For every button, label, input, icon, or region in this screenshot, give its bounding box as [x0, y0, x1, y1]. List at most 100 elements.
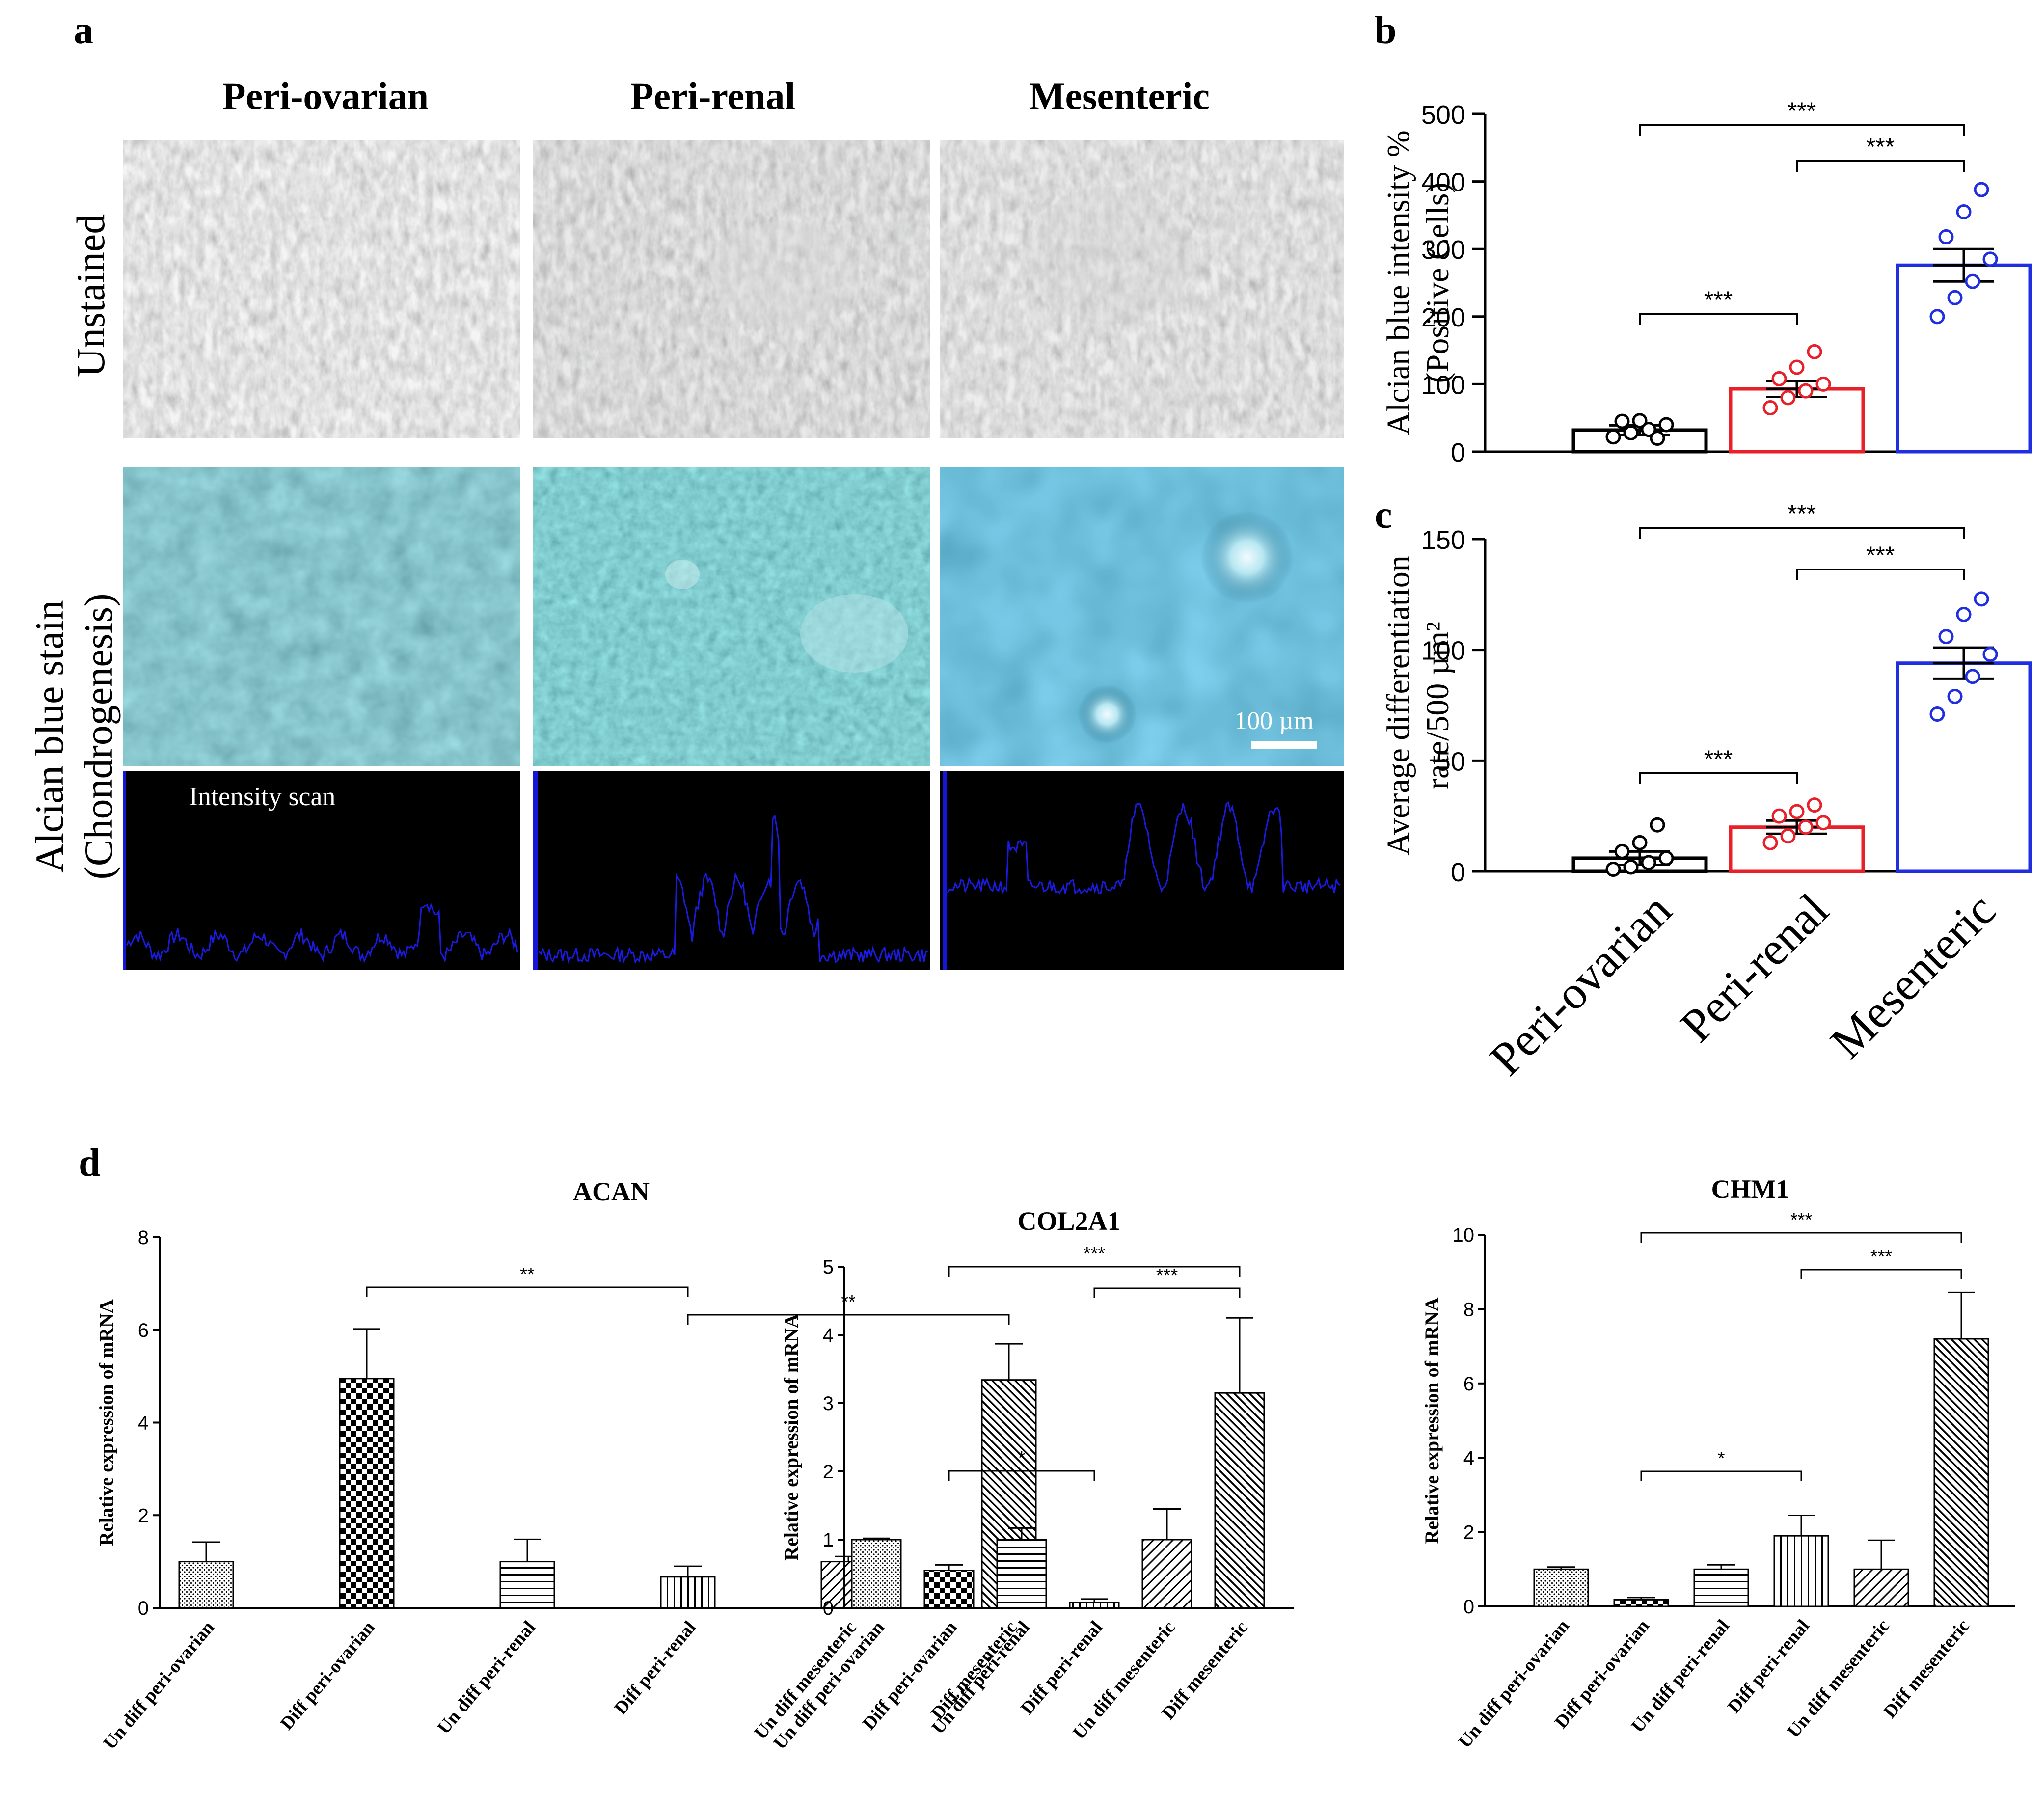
bar-mesenteric — [1896, 263, 2032, 454]
data-point — [1807, 344, 1822, 359]
significance-label: *** — [1704, 286, 1733, 314]
data-point — [1938, 629, 1954, 645]
micrograph-stain-peri-renal — [533, 467, 930, 766]
data-point — [1947, 290, 1963, 305]
significance-label: *** — [1704, 745, 1733, 773]
data-point — [1965, 273, 1980, 289]
row-label-alcian-line1: Alcian blue stain — [27, 600, 72, 873]
x-category-label: Un diff peri-ovarian — [1454, 1616, 1573, 1752]
data-point — [1632, 413, 1648, 429]
significance-bracket — [1640, 1232, 1962, 1243]
bar-diff-peri-renal — [1773, 1535, 1829, 1607]
data-point — [1632, 835, 1648, 850]
data-point — [1650, 430, 1665, 446]
data-point — [1780, 828, 1796, 844]
row-label-unstained: Unstained — [68, 214, 113, 377]
significance-bracket — [1796, 160, 1965, 172]
x-category-label: Diff peri-renal — [1724, 1616, 1814, 1717]
panel-label-a: a — [74, 9, 93, 52]
data-point — [1807, 797, 1822, 813]
data-point — [1658, 850, 1674, 866]
bar-un-diff-peri-ovarian — [1533, 1568, 1589, 1607]
y-tick-label: 5 — [823, 1256, 834, 1278]
data-point — [1614, 843, 1630, 859]
data-point — [1780, 390, 1796, 406]
chart-title: CHM1 — [1711, 1174, 1789, 1204]
bar-un-diff-peri-renal — [996, 1539, 1047, 1609]
bar-diff-mesenteric — [1214, 1392, 1265, 1609]
bar-un-diff-peri-ovarian — [178, 1561, 234, 1609]
intensity-scan-label: Intensity scan — [189, 782, 335, 811]
significance-bracket — [1800, 1269, 1962, 1279]
significance-bracket — [948, 1470, 1095, 1481]
y-tick-label: 100 — [1421, 370, 1465, 400]
x-category-label: Un diff peri-renal — [433, 1617, 540, 1738]
significance-bracket — [1640, 1470, 1802, 1481]
x-category-label: Un diff peri-ovarian — [99, 1617, 218, 1754]
bar-diff-peri-renal — [660, 1576, 716, 1609]
data-point — [1650, 817, 1665, 833]
significance-label: * — [1018, 1448, 1026, 1468]
y-tick-label: 400 — [1421, 168, 1465, 197]
bar-diff-peri-renal — [1069, 1602, 1120, 1609]
data-point — [1641, 855, 1656, 870]
x-category-label: Peri-ovarian — [1480, 883, 1681, 1085]
significance-label: ** — [520, 1264, 535, 1285]
y-tick-label: 500 — [1421, 100, 1465, 130]
data-point — [1614, 413, 1630, 429]
y-tick-label: 0 — [823, 1598, 834, 1619]
column-title-peri-ovarian: Peri-ovarian — [222, 75, 429, 117]
data-point — [1929, 706, 1945, 722]
data-point — [1956, 204, 1972, 220]
x-category-label: Diff peri-renal — [610, 1617, 700, 1719]
data-point — [1974, 591, 1989, 607]
y-axis-label: Relative expression of mRNA — [1421, 1297, 1443, 1544]
y-tick-label: 1 — [823, 1529, 834, 1551]
y-tick-label: 2 — [138, 1505, 149, 1526]
data-point — [1947, 688, 1963, 704]
scale-bar-label: 100 µm — [1234, 707, 1313, 735]
y-tick-label: 4 — [138, 1413, 149, 1434]
data-point — [1641, 422, 1656, 437]
data-point — [1938, 229, 1954, 244]
data-point — [1605, 861, 1621, 877]
significance-label: ** — [841, 1292, 856, 1312]
y-tick-label: 0 — [1451, 858, 1465, 887]
significance-label: *** — [1870, 1247, 1893, 1267]
significance-label: *** — [1084, 1244, 1106, 1264]
micrograph-unstained-peri-renal — [533, 140, 930, 438]
significance-bracket — [948, 1266, 1241, 1277]
y-tick-label: 50 — [1436, 747, 1465, 776]
data-point — [1798, 819, 1814, 835]
significance-bracket — [366, 1286, 689, 1297]
x-category-label: Diff mesenteric — [1879, 1616, 1974, 1722]
data-point — [1605, 429, 1621, 445]
y-axis-label: Relative expression of mRNA — [95, 1299, 117, 1546]
x-category-label: Peri-renal — [1670, 883, 1839, 1052]
panel-label-b: b — [1375, 9, 1397, 52]
significance-label: *** — [1866, 133, 1895, 161]
bar-un-diff-mesenteric — [1141, 1539, 1192, 1609]
bar-diff-peri-ovarian — [923, 1570, 975, 1609]
bar-diff-peri-ovarian — [1613, 1599, 1669, 1607]
data-point — [1956, 606, 1972, 622]
data-point — [1623, 859, 1639, 875]
data-point — [1623, 425, 1639, 440]
data-point — [1974, 182, 1989, 197]
significance-bracket — [1639, 124, 1965, 136]
y-tick-label: 2 — [823, 1461, 834, 1483]
chart-c: 0 50 100 150 *** *** *** Average differentiatio… — [1381, 500, 2032, 887]
y-tick-label: 0 — [138, 1598, 149, 1619]
y-tick-label: 4 — [1463, 1447, 1474, 1469]
y-tick-label: 100 — [1421, 636, 1465, 666]
y-tick-label: 10 — [1453, 1224, 1475, 1246]
y-axis-label-line1: Average differentiation — [1381, 555, 1416, 855]
bar-mesenteric — [1896, 661, 2032, 873]
significance-label: *** — [1788, 97, 1816, 125]
chart-chm1: CHM1 0 2 4 6 8 10 Relative expression of mRNA Un… — [1421, 1174, 2015, 1752]
y-tick-label: 6 — [138, 1320, 149, 1341]
y-tick-label: 2 — [1463, 1522, 1474, 1544]
data-point — [1771, 371, 1787, 386]
micrograph-unstained-peri-ovarian — [123, 140, 520, 438]
